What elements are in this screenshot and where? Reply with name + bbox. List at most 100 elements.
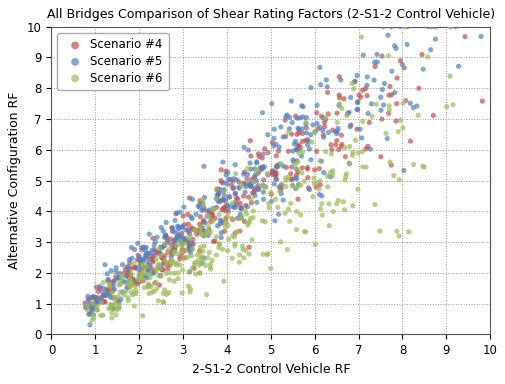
- Scenario #4: [208, 212, 216, 218]
- Scenario #6: [324, 201, 332, 207]
- Scenario #6: [128, 292, 136, 298]
- Scenario #4: [292, 147, 300, 153]
- Scenario #5: [307, 157, 315, 163]
- Scenario #6: [393, 129, 401, 135]
- Scenario #6: [357, 34, 365, 40]
- Scenario #6: [181, 247, 189, 253]
- Scenario #4: [337, 141, 345, 147]
- Scenario #5: [99, 285, 108, 291]
- Scenario #4: [180, 222, 188, 228]
- Scenario #4: [226, 176, 234, 182]
- Scenario #5: [171, 217, 179, 223]
- Scenario #4: [335, 74, 343, 80]
- Scenario #6: [176, 238, 184, 244]
- Scenario #5: [245, 180, 253, 186]
- Scenario #5: [157, 263, 165, 269]
- Scenario #5: [390, 89, 398, 96]
- Scenario #4: [185, 243, 193, 249]
- Scenario #5: [383, 32, 391, 38]
- Scenario #4: [222, 202, 230, 209]
- Scenario #6: [243, 222, 251, 228]
- Scenario #4: [158, 267, 166, 273]
- Scenario #6: [221, 224, 229, 230]
- Scenario #6: [167, 258, 175, 265]
- Scenario #6: [131, 287, 139, 293]
- Scenario #4: [188, 236, 196, 242]
- Scenario #5: [259, 151, 267, 157]
- Scenario #6: [335, 101, 343, 107]
- Scenario #6: [205, 249, 213, 255]
- Scenario #4: [315, 166, 323, 172]
- Scenario #6: [277, 161, 285, 167]
- Scenario #4: [100, 293, 108, 299]
- Scenario #5: [431, 36, 439, 42]
- Scenario #4: [287, 131, 295, 137]
- Scenario #6: [384, 103, 392, 109]
- Scenario #6: [249, 208, 257, 214]
- Scenario #6: [292, 184, 300, 190]
- Scenario #5: [239, 180, 247, 186]
- Scenario #4: [303, 164, 311, 170]
- Scenario #6: [340, 207, 348, 213]
- Scenario #4: [166, 262, 174, 268]
- Scenario #6: [219, 188, 227, 194]
- Scenario #5: [220, 187, 228, 193]
- Scenario #6: [170, 278, 178, 284]
- Scenario #4: [281, 117, 289, 123]
- Scenario #5: [110, 286, 118, 293]
- Scenario #4: [148, 255, 157, 262]
- Scenario #6: [212, 187, 220, 193]
- Scenario #6: [198, 197, 206, 204]
- Scenario #4: [370, 63, 378, 70]
- Scenario #4: [171, 246, 179, 252]
- Scenario #6: [154, 298, 162, 304]
- Scenario #5: [174, 226, 182, 232]
- Scenario #5: [169, 228, 177, 234]
- Scenario #4: [294, 142, 302, 148]
- Scenario #6: [297, 170, 305, 176]
- Scenario #6: [286, 200, 294, 207]
- Scenario #6: [265, 205, 273, 211]
- Scenario #4: [334, 146, 342, 152]
- Scenario #4: [268, 168, 276, 174]
- Scenario #6: [188, 265, 196, 271]
- Scenario #5: [231, 204, 239, 210]
- Scenario #6: [108, 315, 116, 321]
- Scenario #6: [124, 298, 132, 304]
- Scenario #6: [315, 158, 323, 164]
- Scenario #5: [399, 167, 407, 174]
- Scenario #4: [191, 228, 199, 234]
- Scenario #6: [223, 213, 231, 219]
- Scenario #5: [123, 285, 131, 291]
- Scenario #5: [282, 112, 290, 118]
- Scenario #4: [254, 182, 262, 189]
- Scenario #4: [112, 274, 120, 280]
- Scenario #4: [218, 207, 226, 213]
- Scenario #6: [144, 281, 153, 287]
- Scenario #6: [224, 236, 232, 242]
- Scenario #4: [167, 249, 175, 255]
- Scenario #5: [373, 59, 381, 65]
- Scenario #6: [164, 247, 172, 253]
- Scenario #4: [384, 110, 392, 116]
- Scenario #6: [195, 270, 204, 276]
- Scenario #4: [247, 200, 255, 206]
- Scenario #5: [291, 175, 299, 181]
- Scenario #5: [172, 210, 180, 216]
- Scenario #6: [205, 213, 213, 219]
- Scenario #4: [155, 250, 163, 257]
- Scenario #4: [146, 264, 155, 270]
- Scenario #4: [218, 179, 226, 185]
- Scenario #4: [163, 262, 171, 268]
- Scenario #5: [89, 312, 97, 318]
- Scenario #5: [115, 275, 123, 281]
- Scenario #4: [271, 176, 279, 182]
- Scenario #5: [295, 115, 304, 121]
- Scenario #4: [254, 151, 262, 157]
- Scenario #5: [104, 276, 112, 282]
- Scenario #5: [177, 241, 185, 247]
- Scenario #4: [207, 215, 215, 222]
- Scenario #6: [124, 295, 132, 301]
- Scenario #6: [395, 117, 403, 123]
- Scenario #6: [201, 262, 209, 268]
